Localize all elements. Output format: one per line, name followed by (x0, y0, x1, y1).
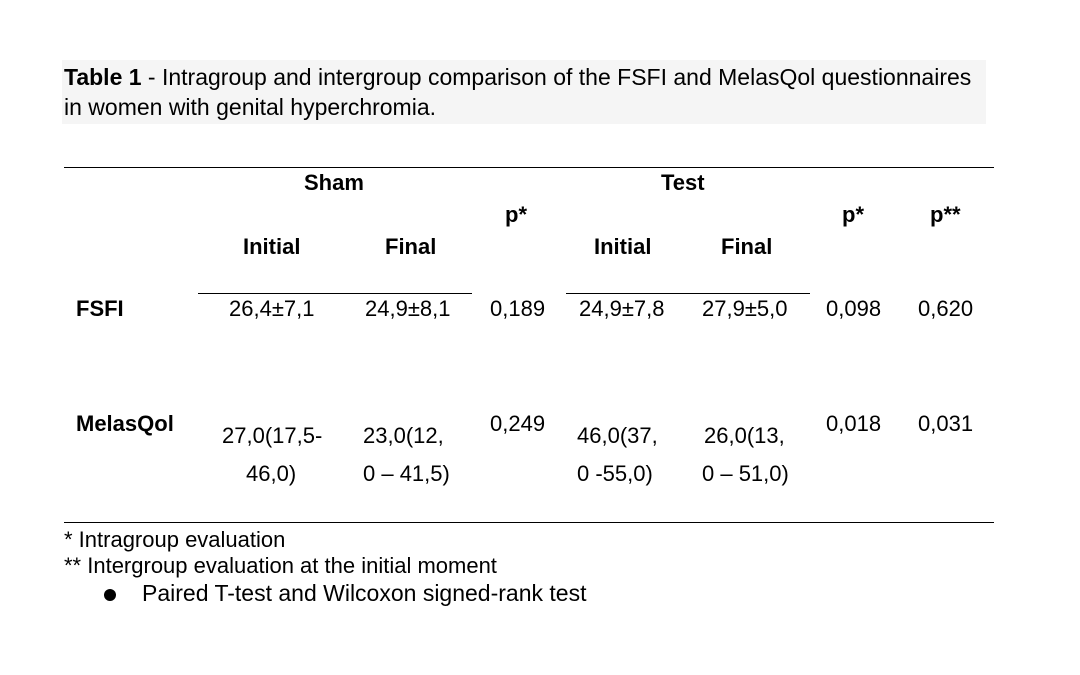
cell-p-sham: 0,189 (490, 296, 546, 321)
test-group-rule (566, 293, 810, 294)
group-header-test: Test (661, 170, 705, 195)
cell-sham-final: 24,9±8,1 (365, 296, 451, 321)
cell-sham-initial-line2: 46,0) (246, 461, 297, 486)
cell-test-final-line1: 26,0(13, (704, 423, 785, 448)
cell-test-initial-line1: 46,0(37, (577, 423, 658, 448)
row-label-fsfi: FSFI (76, 296, 124, 321)
header-final-test: Final (721, 234, 773, 259)
group-header-sham: Sham (304, 170, 364, 195)
header-p-sham: p* (505, 202, 527, 227)
cell-p-sham: 0,249 (490, 411, 546, 436)
cell-sham-final-line2: 0 – 41,5) (363, 461, 450, 486)
bullet-icon (104, 589, 116, 601)
header-p-inter: p** (930, 202, 961, 227)
cell-test-final-line2: 0 – 51,0) (702, 461, 789, 486)
footnote-intragroup: * Intragroup evaluation (64, 527, 286, 552)
caption-label: Table 1 (64, 64, 142, 90)
header-initial-test: Initial (594, 234, 652, 259)
cell-p-test: 0,098 (826, 296, 882, 321)
header-initial-sham: Initial (243, 234, 301, 259)
cell-sham-final-line1: 23,0(12, (363, 423, 444, 448)
footnote-tests: Paired T-test and Wilcoxon signed-rank t… (142, 580, 587, 606)
header-p-test: p* (842, 202, 864, 227)
table-bottom-rule (64, 522, 994, 523)
cell-test-final: 27,9±5,0 (702, 296, 788, 321)
header-final-sham: Final (385, 234, 437, 259)
cell-p-inter: 0,031 (918, 411, 974, 436)
caption-text: - Intragroup and intergroup comparison o… (64, 64, 972, 120)
cell-p-test: 0,018 (826, 411, 882, 436)
cell-test-initial-line2: 0 -55,0) (577, 461, 653, 486)
table-caption: Table 1 - Intragroup and intergroup comp… (62, 60, 986, 124)
footnote-intergroup: ** Intergroup evaluation at the initial … (64, 553, 497, 578)
cell-p-inter: 0,620 (918, 296, 974, 321)
cell-sham-initial-line1: 27,0(17,5- (222, 423, 323, 448)
table-top-rule (64, 167, 994, 168)
cell-test-initial: 24,9±7,8 (579, 296, 665, 321)
row-label-melasqol: MelasQol (76, 411, 174, 436)
sham-group-rule (198, 293, 472, 294)
cell-sham-initial: 26,4±7,1 (229, 296, 315, 321)
